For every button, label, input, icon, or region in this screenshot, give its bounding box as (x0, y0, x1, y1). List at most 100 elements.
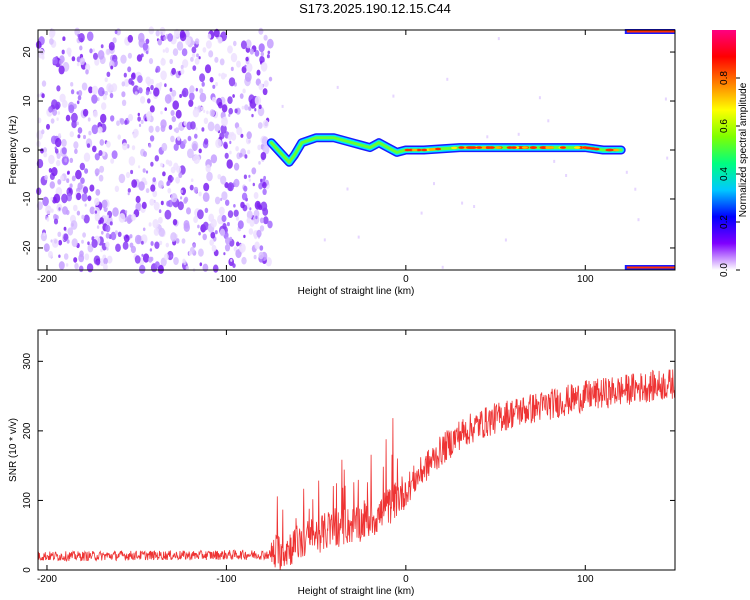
heatmap-noise-blob (83, 134, 86, 140)
heatmap-noise-blob (91, 124, 99, 135)
heatmap-noise-blob (137, 75, 143, 84)
heatmap-noise-blob (111, 83, 118, 92)
heatmap-noise-blob (235, 216, 240, 221)
heatmap-noise-blob (160, 110, 163, 115)
heatmap-noise-blob (173, 143, 179, 151)
heatmap-noise-blob (244, 64, 247, 69)
y-tick-label: 0 (22, 567, 33, 573)
heatmap-noise-blob (230, 66, 234, 72)
heatmap-noise-blob (164, 83, 167, 88)
heatmap-noise-blob (219, 58, 225, 66)
heatmap-noise-blob (225, 237, 231, 245)
heatmap-noise-blob (61, 147, 67, 155)
heatmap-noise-blob (251, 113, 254, 118)
heatmap-noise-blob (242, 88, 246, 94)
x-tick-label: 0 (403, 274, 409, 285)
heatmap-noise-blob (105, 241, 110, 248)
y-tick-label: 300 (22, 353, 33, 370)
heatmap-noise-blob (197, 209, 204, 220)
heatmap-noise-blob (85, 69, 89, 75)
heatmap-noise-blob (664, 97, 667, 101)
heatmap-noise-blob (110, 115, 115, 122)
heatmap-noise-blob (171, 176, 174, 181)
heatmap-noise-blob (49, 181, 55, 189)
heatmap-noise-blob (174, 127, 180, 134)
heatmap-noise-blob (263, 216, 269, 225)
heatmap-noise-blob (111, 150, 118, 160)
heatmap-noise-blob (127, 34, 133, 43)
heatmap-noise-blob (53, 193, 61, 204)
heatmap-noise-blob (81, 193, 88, 202)
heatmap-noise-blob (202, 47, 207, 53)
heatmap-noise-blob (173, 257, 179, 265)
heatmap-noise-blob (240, 201, 245, 209)
heatmap-noise-blob (241, 192, 248, 201)
heatmap-noise-blob (78, 33, 85, 43)
heatmap-noise-blob (148, 125, 154, 133)
heatmap-noise-blob (233, 204, 236, 208)
heatmap-noise-blob (207, 121, 215, 132)
heatmap-noise-blob (145, 188, 150, 194)
heatmap-noise-blob (152, 219, 159, 229)
heatmap-noise-blob (114, 230, 118, 235)
heatmap-noise-blob (229, 140, 232, 145)
heatmap-noise-blob (187, 148, 194, 159)
heatmap-noise-blob (179, 31, 187, 42)
heatmap-noise-blob (138, 123, 142, 127)
heatmap-noise-blob (231, 133, 237, 141)
heatmap-noise-blob (254, 200, 261, 210)
heatmap-noise-blob (183, 220, 190, 229)
heatmap-noise-blob (56, 159, 61, 167)
heatmap-noise-blob (185, 36, 191, 46)
top-x-axis-label: Height of straight line (km) (298, 286, 415, 297)
heatmap-noise-blob (152, 177, 156, 183)
heatmap-noise-blob (65, 209, 70, 216)
heatmap-noise-blob (230, 258, 233, 262)
signal-hotspot (458, 146, 465, 149)
heatmap-noise-blob (70, 89, 75, 95)
heatmap-noise-blob (150, 84, 154, 91)
heatmap-noise-blob (41, 93, 45, 99)
heatmap-noise-blob (228, 77, 236, 87)
heatmap-noise-blob (420, 211, 423, 215)
heatmap-noise-blob (141, 253, 144, 257)
heatmap-noise-blob (220, 175, 227, 185)
heatmap-noise-blob (55, 137, 62, 148)
heatmap-noise-blob (170, 232, 177, 242)
heatmap-noise-blob (441, 265, 444, 269)
heatmap-noise-blob (244, 154, 248, 159)
heatmap-noise-blob (153, 227, 160, 236)
heatmap-noise-blob (62, 99, 68, 108)
heatmap-noise-blob (141, 201, 147, 209)
heatmap-noise-blob (57, 179, 62, 185)
heatmap-noise-blob (128, 156, 136, 166)
heatmap-noise-blob (170, 166, 176, 174)
heatmap-noise-blob (233, 178, 240, 188)
heatmap-noise-blob (167, 187, 172, 194)
heatmap-noise-blob (233, 40, 237, 47)
heatmap-noise-blob (194, 38, 200, 45)
heatmap-noise-blob (109, 221, 113, 226)
heatmap-noise-blob (63, 233, 69, 241)
signal-hotspot (574, 146, 581, 149)
x-tick-label: 100 (577, 274, 594, 285)
heatmap-noise-blob (214, 123, 221, 132)
heatmap-noise-blob (248, 106, 252, 111)
heatmap-noise-blob (198, 248, 204, 257)
x-tick-label: -100 (216, 274, 236, 285)
heatmap-noise-blob (76, 192, 82, 201)
heatmap-noise-blob (118, 213, 126, 223)
heatmap-noise-blob (248, 178, 251, 182)
heatmap-noise-blob (228, 113, 231, 118)
heatmap-noise-blob (109, 60, 115, 69)
heatmap-noise-blob (77, 134, 81, 139)
heatmap-noise-blob (97, 50, 105, 60)
heatmap-noise-blob (246, 131, 252, 140)
heatmap-noise-blob (199, 262, 203, 267)
heatmap-noise-blob (86, 263, 94, 273)
heatmap-noise-blob (101, 102, 107, 110)
heatmap-noise-blob (95, 258, 101, 266)
heatmap-noise-blob (98, 150, 103, 156)
heatmap-noise-blob (260, 51, 264, 57)
heatmap-noise-blob (117, 231, 122, 237)
